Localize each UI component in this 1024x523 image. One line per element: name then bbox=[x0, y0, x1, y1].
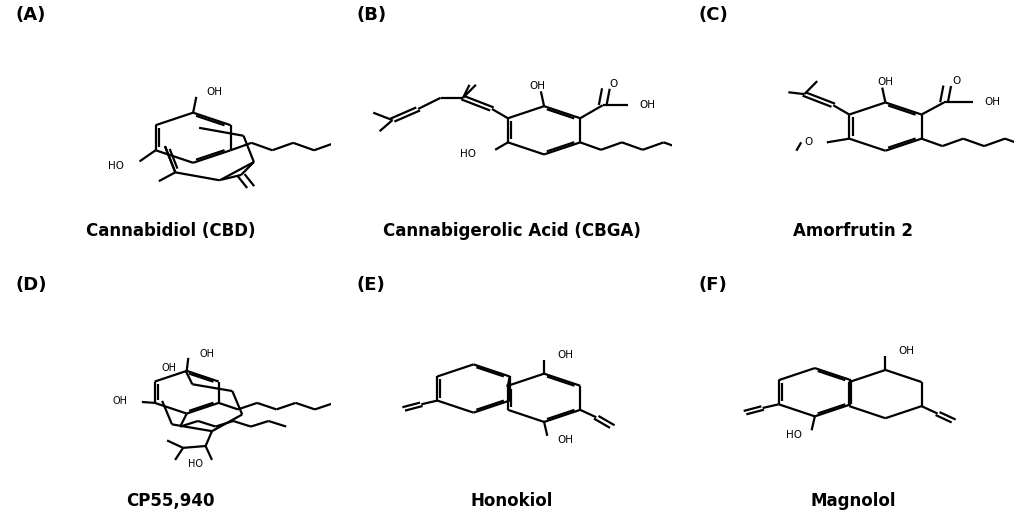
Text: (B): (B) bbox=[356, 6, 387, 24]
Text: O: O bbox=[804, 138, 812, 147]
Text: OH: OH bbox=[113, 396, 127, 406]
Text: Cannabidiol (CBD): Cannabidiol (CBD) bbox=[86, 222, 255, 240]
Text: Cannabigerolic Acid (CBGA): Cannabigerolic Acid (CBGA) bbox=[383, 222, 641, 240]
Text: CP55,940: CP55,940 bbox=[126, 492, 215, 509]
Text: (D): (D) bbox=[15, 276, 47, 293]
Text: OH: OH bbox=[984, 97, 1000, 107]
Text: OH: OH bbox=[878, 77, 893, 87]
Text: OH: OH bbox=[557, 350, 572, 360]
Text: (E): (E) bbox=[356, 276, 385, 293]
Text: Magnolol: Magnolol bbox=[811, 492, 896, 509]
Text: HO: HO bbox=[188, 459, 204, 469]
Text: OH: OH bbox=[206, 87, 222, 97]
Text: OH: OH bbox=[200, 349, 215, 359]
Text: HO: HO bbox=[460, 149, 476, 158]
Text: OH: OH bbox=[557, 436, 572, 446]
Text: O: O bbox=[609, 78, 617, 88]
Text: O: O bbox=[952, 76, 961, 86]
Text: Honokiol: Honokiol bbox=[471, 492, 553, 509]
Text: (F): (F) bbox=[698, 276, 727, 293]
Text: HO: HO bbox=[786, 430, 802, 440]
Text: HO: HO bbox=[108, 161, 124, 171]
Text: Amorfrutin 2: Amorfrutin 2 bbox=[794, 222, 913, 240]
Text: OH: OH bbox=[640, 100, 655, 110]
Text: (C): (C) bbox=[698, 6, 728, 24]
Text: OH: OH bbox=[898, 346, 914, 356]
Text: (A): (A) bbox=[15, 6, 46, 24]
Text: OH: OH bbox=[161, 362, 176, 372]
Text: OH: OH bbox=[529, 81, 546, 91]
